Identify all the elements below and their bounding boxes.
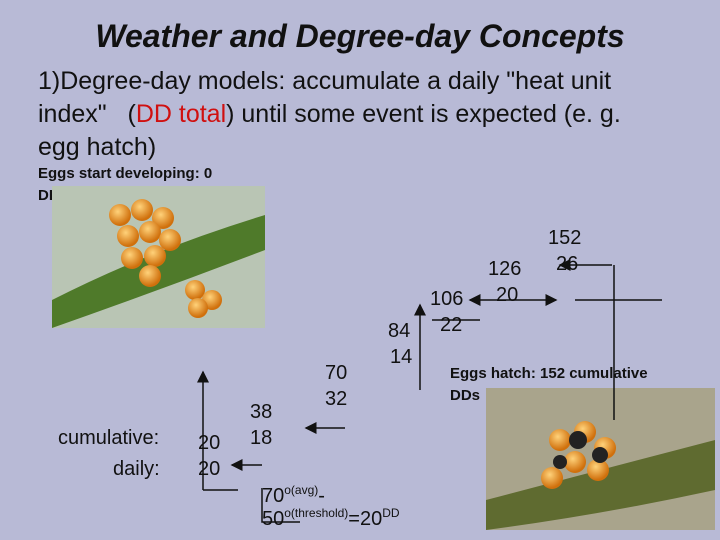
caption: Eggs start developing: 0 <box>38 165 212 182</box>
caption: DDs <box>450 387 480 404</box>
row-label: daily: <box>113 458 160 480</box>
formula-part: - <box>318 485 325 507</box>
cumulative-value: 106 <box>430 288 463 310</box>
point-line: index" (DD total) until some event is ex… <box>38 100 621 128</box>
daily-value: 20 <box>198 458 220 480</box>
point-line: 1)Degree-day models: accumulate a daily … <box>38 67 611 95</box>
point-text: index" ( <box>38 100 136 128</box>
point-line: egg hatch) <box>38 133 156 161</box>
formula-part: 70 <box>262 485 284 507</box>
title: Weather and Degree-day Concepts <box>95 18 624 54</box>
daily-value: 20 <box>496 284 518 306</box>
daily-value: 14 <box>390 346 412 368</box>
daily-value: 18 <box>250 427 272 449</box>
row-label: cumulative: <box>58 427 159 449</box>
formula: 70o(avg)- <box>262 483 325 507</box>
formula-part: 50 <box>262 508 284 530</box>
cumulative-value: 84 <box>388 320 410 342</box>
formula-part: =20 <box>348 508 382 530</box>
cumulative-value: 20 <box>198 432 220 454</box>
formula-part: o(avg) <box>284 483 318 497</box>
hatch-photo <box>486 388 715 530</box>
cumulative-value: 38 <box>250 401 272 423</box>
cumulative-value: 126 <box>488 258 521 280</box>
daily-value: 32 <box>325 388 347 410</box>
formula: 50o(threshold)=20DD <box>262 506 400 530</box>
cumulative-value: 152 <box>548 227 581 249</box>
formula-part: o(threshold) <box>284 506 348 520</box>
point-text: ) until some event is expected (e. g. <box>226 100 621 128</box>
daily-value: 22 <box>440 314 462 336</box>
arrows <box>197 259 662 523</box>
cumulative-value: 70 <box>325 362 347 384</box>
formula-part: DD <box>382 506 400 520</box>
egg-photo <box>52 186 265 328</box>
point-highlight: DD total <box>136 100 226 128</box>
caption: Eggs hatch: 152 cumulative <box>450 365 648 382</box>
daily-value: 26 <box>556 253 578 275</box>
